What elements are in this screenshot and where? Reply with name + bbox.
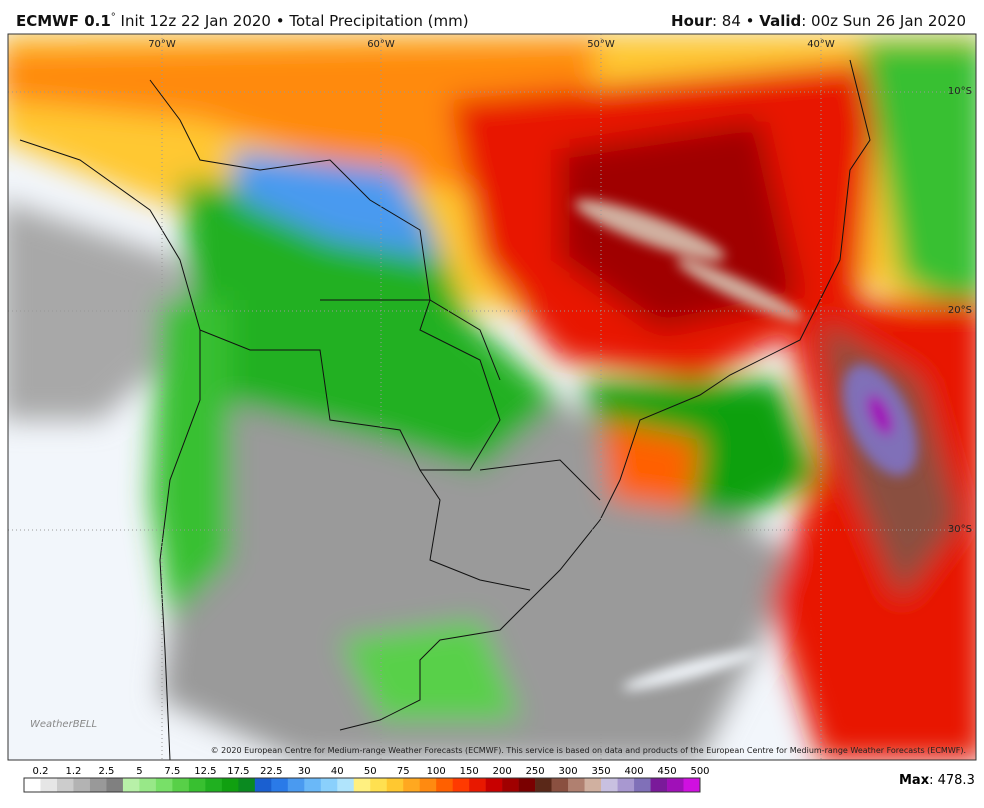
legend-swatch <box>551 778 569 792</box>
legend-swatch <box>403 778 421 792</box>
legend-swatch <box>188 778 206 792</box>
init: Init 12z 22 Jan 2020 • Total Precipitati… <box>115 12 469 30</box>
legend-swatch <box>320 778 338 792</box>
legend-swatch <box>452 778 470 792</box>
legend-swatch <box>370 778 388 792</box>
hour-value: : 84 • <box>711 12 760 30</box>
lat-label: 20°S <box>948 305 972 316</box>
legend-swatch <box>254 778 272 792</box>
legend-label: 300 <box>559 766 578 777</box>
legend-swatch <box>683 778 701 792</box>
hour-label: Hour <box>671 12 712 30</box>
legend-label: 250 <box>526 766 545 777</box>
degree: ° <box>110 12 116 23</box>
lon-label: 70°W <box>148 39 176 50</box>
legend-swatch <box>650 778 668 792</box>
logo: WeatherBELL <box>30 719 97 730</box>
header-left: ECMWF 0.1° Init 12z 22 Jan 2020 • Total … <box>16 12 469 30</box>
legend-swatch <box>502 778 519 792</box>
legend-swatch <box>535 778 552 792</box>
legend-swatch <box>485 778 503 792</box>
legend-swatch <box>89 778 107 792</box>
legend-swatch <box>24 778 41 792</box>
model: ECMWF 0.1 <box>16 12 111 30</box>
precip-field <box>8 34 976 760</box>
legend-swatch <box>436 778 453 792</box>
legend-swatch <box>568 778 585 792</box>
legend-swatch <box>518 778 536 792</box>
legend-swatch <box>221 778 239 792</box>
legend-swatch <box>122 778 140 792</box>
legend-label: 2.5 <box>98 766 114 777</box>
legend-swatch <box>386 778 404 792</box>
legend-swatch <box>56 778 74 792</box>
legend-label: 30 <box>298 766 311 777</box>
legend-swatch <box>353 778 371 792</box>
max: Max: 478.3 <box>899 773 975 788</box>
legend-label: 1.2 <box>66 766 82 777</box>
legend-swatch <box>40 778 58 792</box>
lon-label: 50°W <box>587 39 615 50</box>
legend-swatch <box>584 778 602 792</box>
legend-swatch <box>73 778 91 792</box>
legend-swatch <box>469 778 486 792</box>
legend-label: 450 <box>657 766 676 777</box>
legend-label: 5 <box>136 766 142 777</box>
legend-swatch <box>304 778 322 792</box>
valid-label: Valid <box>759 12 802 30</box>
legend-swatch <box>419 778 437 792</box>
legend-swatch <box>238 778 256 792</box>
legend-label: 200 <box>493 766 512 777</box>
legend-label: 7.5 <box>164 766 180 777</box>
legend-label: 40 <box>331 766 344 777</box>
legend-label: 100 <box>427 766 446 777</box>
legend-label: 500 <box>690 766 709 777</box>
legend-label: 17.5 <box>227 766 249 777</box>
legend-label: 350 <box>592 766 611 777</box>
lon-label: 40°W <box>807 39 835 50</box>
legend-swatch <box>634 778 651 792</box>
valid-value: : 00z Sun 26 Jan 2020 <box>801 12 966 30</box>
legend-label: 12.5 <box>194 766 216 777</box>
legend-swatch <box>601 778 618 792</box>
legend-label: 75 <box>397 766 410 777</box>
legend-swatch <box>287 778 305 792</box>
legend-label: 22.5 <box>260 766 282 777</box>
legend-swatch <box>172 778 190 792</box>
lat-label: 10°S <box>948 86 972 97</box>
legend-swatch <box>337 778 355 792</box>
copyright: © 2020 European Centre for Medium-range … <box>211 746 966 755</box>
map-frame <box>7 33 977 761</box>
legend-swatch <box>271 778 289 792</box>
legend-label: 400 <box>625 766 644 777</box>
header-right: Hour: 84 • Valid: 00z Sun 26 Jan 2020 <box>671 12 966 30</box>
legend-swatch <box>139 778 157 792</box>
lat-label: 30°S <box>948 524 972 535</box>
legend-swatch <box>106 778 124 792</box>
legend-label: 150 <box>460 766 479 777</box>
borders <box>19 59 871 760</box>
max-value: : 478.3 <box>929 773 975 788</box>
legend-swatch <box>205 778 223 792</box>
legend-label: 0.2 <box>33 766 49 777</box>
legend-swatch <box>617 778 635 792</box>
lon-label: 60°W <box>367 39 395 50</box>
legend-frame <box>23 777 701 793</box>
graticule <box>8 34 976 760</box>
max-label: Max <box>899 773 930 788</box>
legend-swatch <box>155 778 173 792</box>
legend-label: 50 <box>364 766 377 777</box>
legend-swatch <box>667 778 684 792</box>
